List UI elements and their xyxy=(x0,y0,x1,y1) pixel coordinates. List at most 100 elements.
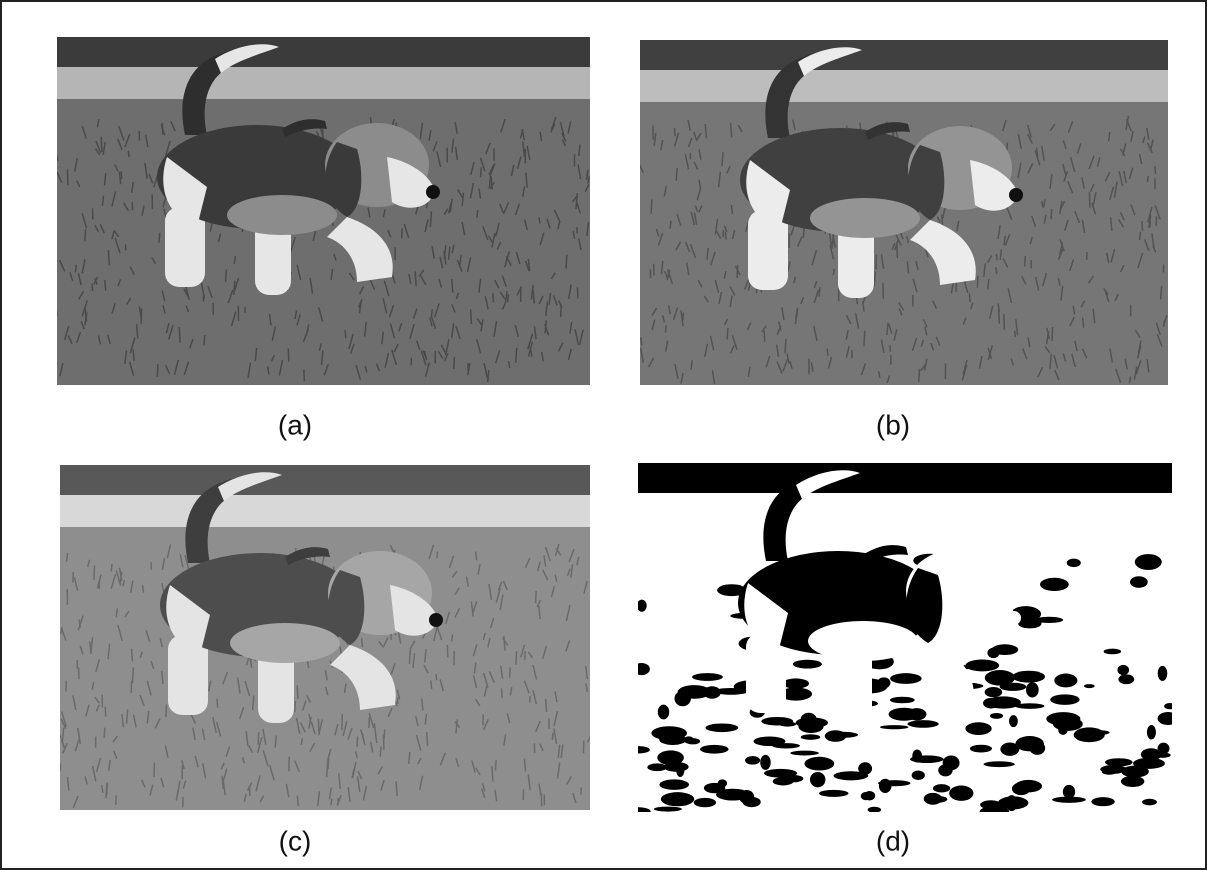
grass-patch xyxy=(705,723,738,732)
grass-blade xyxy=(116,796,117,805)
grass-blade xyxy=(452,635,453,642)
grass-blade xyxy=(297,685,298,698)
grass-patch xyxy=(1135,554,1162,570)
grass-blade xyxy=(651,199,652,213)
grass-blade xyxy=(876,254,877,269)
dog-belly xyxy=(227,195,337,235)
grass-blade xyxy=(75,265,76,273)
grass-blade xyxy=(383,734,384,749)
grass-blade xyxy=(683,313,684,320)
grass-patch xyxy=(1079,730,1110,735)
grass-blade xyxy=(665,325,666,332)
grass-patch xyxy=(793,660,822,669)
grass-blade xyxy=(510,668,511,678)
grass-patch xyxy=(949,785,973,800)
grass-blade xyxy=(121,171,122,179)
grass-patch xyxy=(1158,743,1170,755)
grass-blade xyxy=(1083,318,1084,328)
grass-blade xyxy=(107,783,108,795)
grass-patch xyxy=(661,792,694,806)
grass-blade xyxy=(116,608,117,617)
grass-blade xyxy=(157,364,158,377)
grass-patch xyxy=(754,737,786,747)
grass-patch xyxy=(1012,671,1045,683)
grass-blade xyxy=(132,667,133,683)
grass-patch xyxy=(1118,674,1134,684)
grass-patch xyxy=(692,673,723,681)
grass-blade xyxy=(234,281,235,295)
grass-patch xyxy=(985,670,1015,686)
dog-nose xyxy=(429,613,443,627)
grass-patch xyxy=(1104,649,1122,655)
grass-patch xyxy=(773,777,794,785)
grass-blade xyxy=(1140,232,1141,241)
grass-patch xyxy=(745,756,760,765)
dog-nose xyxy=(426,185,440,199)
grass-patch xyxy=(657,750,684,765)
grass-blade xyxy=(471,310,472,325)
grass-blade xyxy=(546,699,547,712)
dog-nose xyxy=(1009,188,1023,202)
grass-blade xyxy=(566,255,567,269)
grass-patch xyxy=(1015,736,1043,751)
grass-blade xyxy=(827,349,828,356)
grass-blade xyxy=(516,651,517,665)
grass-patch xyxy=(761,717,793,726)
grass-blade xyxy=(105,280,106,291)
background-field xyxy=(57,67,590,99)
grass-patch xyxy=(965,660,999,672)
background-trees xyxy=(57,37,590,67)
grass-blade xyxy=(108,250,109,265)
grass-blade xyxy=(131,681,132,694)
grass-patch xyxy=(659,734,686,745)
grass-blade xyxy=(561,305,562,317)
grass-patch xyxy=(694,798,716,807)
grass-patch xyxy=(1046,712,1080,725)
grass-blade xyxy=(1155,166,1156,174)
grass-patch xyxy=(804,757,834,771)
background-trees xyxy=(638,463,1172,493)
grass-patch xyxy=(879,779,892,793)
grass-blade xyxy=(101,137,102,152)
grass-patch xyxy=(790,751,819,756)
grass-blade xyxy=(362,638,363,647)
dog-belly xyxy=(230,623,340,663)
grass-patch xyxy=(1105,758,1133,766)
grass-patch xyxy=(1147,725,1156,739)
grass-blade xyxy=(427,732,428,746)
grass-patch xyxy=(933,784,950,792)
grass-patch xyxy=(637,600,647,612)
grass-blade xyxy=(85,229,86,241)
grass-patch xyxy=(654,807,682,812)
grass-patch xyxy=(890,673,922,684)
grass-blade xyxy=(295,701,296,712)
grass-blade xyxy=(1004,314,1005,330)
dog-belly xyxy=(808,621,918,661)
grass-patch xyxy=(910,755,944,763)
grass-patch xyxy=(685,738,700,744)
grass-patch xyxy=(1133,758,1165,769)
grass-blade xyxy=(327,761,328,777)
grass-blade xyxy=(92,284,93,291)
grass-blade xyxy=(996,254,997,260)
panel-label: (b) xyxy=(876,409,910,440)
panel-label: (a) xyxy=(278,409,312,440)
grass-blade xyxy=(297,796,298,806)
grass-blade xyxy=(217,699,218,708)
background-field xyxy=(638,493,1172,525)
grass-blade xyxy=(969,293,970,302)
grass-blade xyxy=(94,566,95,580)
grass-blade xyxy=(409,649,410,663)
grass-blade xyxy=(670,221,671,229)
grass-blade xyxy=(509,361,510,368)
grass-blade xyxy=(431,680,432,688)
grass-blade xyxy=(727,328,728,340)
grass-blade xyxy=(258,732,259,745)
photo-panel xyxy=(56,465,591,810)
grass-patch xyxy=(801,734,820,740)
grass-blade xyxy=(477,210,478,218)
grass-blade xyxy=(725,232,726,239)
grass-patch xyxy=(760,755,770,770)
grass-patch xyxy=(1121,776,1144,787)
grass-blade xyxy=(999,310,1000,324)
